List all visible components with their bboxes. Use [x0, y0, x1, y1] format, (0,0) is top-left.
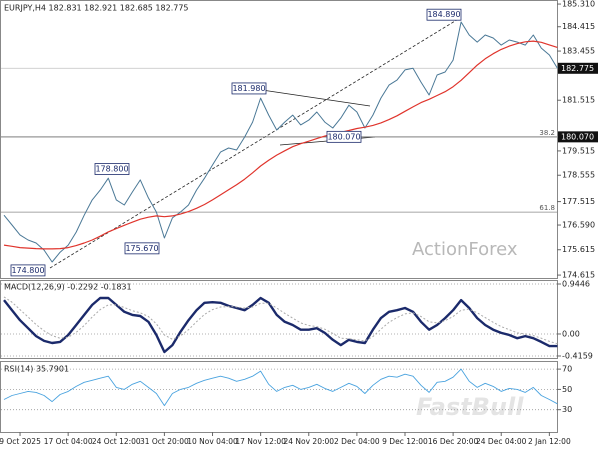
y-tick-label: 179.515 [562, 146, 595, 155]
y-tick-label: 185.310 [562, 0, 595, 9]
x-tick-label: 24 Oct 12:00 [92, 437, 141, 446]
x-tick-label: 24 Nov 20:00 [283, 437, 334, 446]
y-tick-label: 174.615 [562, 271, 595, 280]
price-annotation-box [10, 264, 46, 277]
x-tick-label: 2 Jan 12:00 [528, 437, 571, 446]
series-line [3, 296, 558, 354]
y-tick-label: 70 [562, 365, 572, 374]
x-tick-label: 31 Oct 20:00 [140, 437, 189, 446]
y-tick-label: 30 [562, 405, 572, 414]
macd-title: MACD(12,26,9) -0.2292 -0.1831 [4, 283, 132, 292]
series-line [3, 368, 558, 407]
x-tick-label: 24 Dec 04:00 [476, 437, 527, 446]
x-tick-label: 9 Dec 12:00 [382, 437, 428, 446]
y-tick-label: 177.515 [562, 197, 595, 206]
price-annotation: 174.800 [11, 266, 44, 275]
channel-line [49, 17, 461, 269]
price-annotation: 180.070 [327, 132, 360, 141]
price-annotation-box [94, 163, 130, 175]
y-tick-label: 0.00 [562, 329, 580, 338]
price-annotation: 175.670 [125, 244, 158, 253]
rsi-title: RSI(14) 35.7901 [4, 365, 69, 374]
price-annotation: 181.980 [232, 84, 265, 93]
triangle-upper [261, 89, 371, 107]
price-annotation: 184.890 [427, 10, 460, 19]
price-tag [558, 131, 598, 143]
price-tag-label: 180.070 [561, 132, 594, 141]
price-tag [558, 62, 598, 74]
y-tick-label: 176.590 [562, 221, 595, 230]
x-tick-label: 10 Nov 04:00 [187, 437, 238, 446]
y-tick-label: 50 [562, 385, 572, 394]
rsi-panel [0, 361, 558, 433]
price-annotation-box [426, 8, 462, 21]
price-annotation-box [231, 82, 267, 95]
series-line [3, 296, 558, 345]
price-annotation-box [326, 130, 362, 143]
y-tick-label: 178.555 [562, 171, 595, 180]
x-tick-label: 17 Nov 12:00 [235, 437, 286, 446]
price-annotation-box [124, 242, 160, 255]
fib-level-label: 61.8 [539, 204, 555, 212]
watermark: ActionForex [412, 239, 518, 260]
series-line [3, 21, 558, 263]
price-annotation: 178.800 [95, 165, 128, 174]
macd-panel [0, 280, 558, 359]
panel-frames [0, 0, 558, 433]
x-tick-label: 9 Oct 2025 [0, 437, 41, 446]
y-tick-label: 181.515 [562, 96, 595, 105]
x-tick-label: 2 Dec 04:00 [334, 437, 380, 446]
y-tick-label: 175.615 [562, 245, 595, 254]
x-tick-label: 16 Dec 20:00 [428, 437, 479, 446]
main-panel [0, 0, 558, 279]
watermark: FastBull [416, 393, 524, 421]
series-line [3, 40, 558, 250]
price-tag-label: 182.775 [561, 64, 594, 73]
fib-level-label: 38.2 [539, 129, 555, 137]
y-tick-label: 183.455 [562, 47, 595, 56]
y-tick-label: 0.9446 [562, 279, 590, 288]
x-tick-label: 17 Oct 04:00 [44, 437, 93, 446]
y-tick-label: 184.415 [562, 22, 595, 31]
chart-title: EURJPY,H4 182.831 182.921 182.685 182.77… [4, 4, 189, 13]
y-tick-label: -0.4159 [562, 351, 593, 360]
